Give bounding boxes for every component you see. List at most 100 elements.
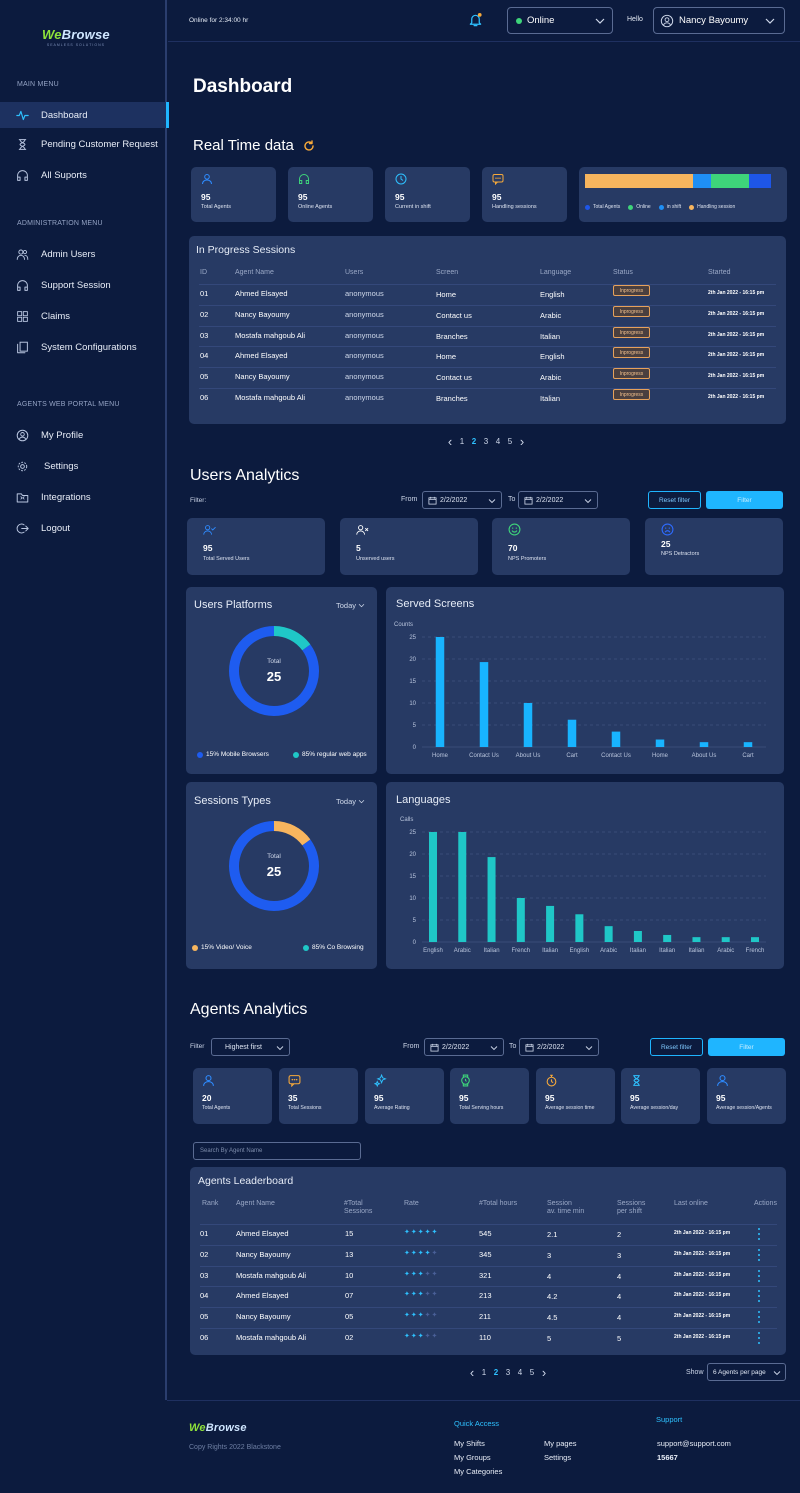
x-tick-label: Italian [630, 948, 646, 954]
table-cell: Nancy Bayoumy [235, 372, 290, 381]
row-actions-icon[interactable] [757, 1290, 761, 1302]
star-icon: ✦ [417, 1250, 424, 1257]
chevron-down-icon [584, 499, 592, 504]
sort-dropdown[interactable]: Highest first [211, 1038, 290, 1056]
users-icon [16, 249, 29, 260]
bar [692, 937, 701, 942]
page-number[interactable]: 2 [493, 1368, 499, 1377]
nav-integrations[interactable]: Integrations [0, 484, 167, 510]
dot [757, 1279, 761, 1282]
agents-to-date-field[interactable]: 2/2/2022 [519, 1038, 599, 1056]
sessions-types-title: Sessions Types [194, 795, 271, 807]
footer-link-my-groups[interactable]: My Groups [454, 1453, 491, 1462]
row-actions-icon[interactable] [757, 1249, 761, 1261]
nav-admin-users[interactable]: Admin Users [0, 241, 167, 267]
row-divider [199, 305, 776, 306]
chevron-right-icon[interactable]: › [519, 434, 525, 449]
table-cell: Ahmed Elsayed [235, 289, 288, 298]
refresh-icon[interactable] [303, 140, 315, 152]
agents-filter-button[interactable]: Filter [708, 1038, 785, 1056]
platforms-period-dropdown[interactable]: Today [336, 601, 365, 610]
footer-link-settings[interactable]: Settings [544, 1453, 572, 1462]
agents-reset-filter-button[interactable]: Reset filter [650, 1038, 703, 1056]
footer-logo[interactable]: WeBrowse [189, 1422, 247, 1434]
y-tick-label: 0 [413, 745, 417, 751]
to-date-field[interactable]: 2/2/2022 [518, 491, 598, 509]
stopwatch-icon [459, 1074, 472, 1087]
page-number[interactable]: 4 [517, 1368, 523, 1377]
page-number[interactable]: 3 [483, 437, 489, 446]
bar [611, 731, 621, 747]
served-screens-bar-chart: Counts 0 5 10 15 20 25 Home Contact Us About Us Ca… [394, 622, 766, 759]
logout-icon [16, 523, 29, 533]
bell-icon[interactable] [468, 12, 483, 28]
nav-pending-customer-request[interactable]: Pending Customer Request [0, 131, 167, 157]
chevron-down-icon [490, 1046, 498, 1051]
chat-icon [288, 1074, 301, 1088]
row-actions-icon[interactable] [757, 1270, 761, 1282]
footer-link-my-pages[interactable]: My pages [544, 1439, 577, 1448]
per-page-dropdown[interactable]: 6 Agents per page [707, 1363, 786, 1381]
star-icon: ✦ [424, 1229, 431, 1236]
chevron-left-icon[interactable]: ‹ [447, 434, 453, 449]
row-actions-icon[interactable] [757, 1332, 761, 1344]
star-icon: ✦ [424, 1333, 431, 1340]
x-tick-label: Cart [742, 753, 754, 759]
table-cell: anonymous [345, 331, 384, 340]
nav-all-supports[interactable]: All Suports [0, 162, 167, 188]
page-number[interactable]: 2 [471, 437, 477, 446]
dot [757, 1290, 761, 1293]
row-actions-icon[interactable] [757, 1228, 761, 1240]
footer-link-my-categories[interactable]: My Categories [454, 1467, 503, 1476]
leaderboard-title: Agents Leaderboard [198, 1175, 294, 1187]
nav-settings[interactable]: Settings [0, 453, 167, 479]
brand-logo[interactable]: WeBrowse SEAMLESS SOLUTIONS [42, 27, 110, 47]
x-tick-label: English [423, 948, 443, 954]
status-dropdown[interactable]: Online [507, 7, 613, 34]
nav-system-configurations[interactable]: System Configurations [0, 334, 167, 360]
page-number[interactable]: 1 [459, 437, 465, 446]
page-number[interactable]: 1 [481, 1368, 487, 1377]
chevron-down-icon [585, 1046, 593, 1051]
nav-dashboard[interactable]: Dashboard [0, 102, 169, 128]
stat-card-unserved-users: 5 Unserved users [340, 518, 478, 575]
nav-logout[interactable]: Logout [0, 515, 167, 541]
bar [458, 832, 467, 942]
row-actions-icon[interactable] [757, 1311, 761, 1323]
bar [655, 739, 665, 747]
table-cell: 2th Jan 2022 - 16:15 pm [674, 1272, 731, 1278]
footer-link-my-shifts[interactable]: My Shifts [454, 1439, 485, 1448]
column-header: #Total Sessions [344, 1200, 373, 1215]
from-date-field[interactable]: 2/2/2022 [422, 491, 502, 509]
nav-claims[interactable]: Claims [0, 303, 167, 329]
table-cell: 4.2 [547, 1292, 558, 1301]
show-label: Show [686, 1369, 704, 1376]
chevron-right-icon[interactable]: › [541, 1365, 547, 1380]
user-menu[interactable]: Nancy Bayoumy [653, 7, 785, 34]
quick-access-title: Quick Access [454, 1419, 500, 1428]
hello-label: Hello [627, 16, 643, 23]
star-icon: ✦ [431, 1333, 438, 1340]
stat-value: 70 [508, 543, 518, 553]
chevron-left-icon[interactable]: ‹ [469, 1365, 475, 1380]
sessions-table: ID Agent Name Users Screen Language Status Sta… [189, 236, 786, 424]
support-email[interactable]: support@support.com [657, 1439, 731, 1448]
top-bar: Online for 2:34:00 hr Online Hello Nancy… [168, 0, 800, 42]
page-number[interactable]: 4 [495, 437, 501, 446]
support-title: Support [656, 1415, 683, 1424]
sort-value: Highest first [225, 1043, 262, 1051]
page-number[interactable]: 5 [529, 1368, 535, 1377]
gear-icon [17, 461, 28, 471]
filter-button[interactable]: Filter [706, 491, 783, 509]
reset-filter-button[interactable]: Reset filter [648, 491, 701, 509]
chevron-down-icon [595, 18, 605, 24]
agent-search-input[interactable]: Search By Agent Name [193, 1142, 361, 1160]
sessions-period-dropdown[interactable]: Today [336, 797, 365, 806]
page-number[interactable]: 5 [507, 437, 513, 446]
nav-my-profile[interactable]: My Profile [0, 422, 167, 448]
headphones-icon [17, 169, 28, 181]
page-number[interactable]: 3 [505, 1368, 511, 1377]
nav-support-session[interactable]: Support Session [0, 272, 167, 298]
star-icon: ✦ [410, 1271, 417, 1278]
agents-from-date-field[interactable]: 2/2/2022 [424, 1038, 504, 1056]
